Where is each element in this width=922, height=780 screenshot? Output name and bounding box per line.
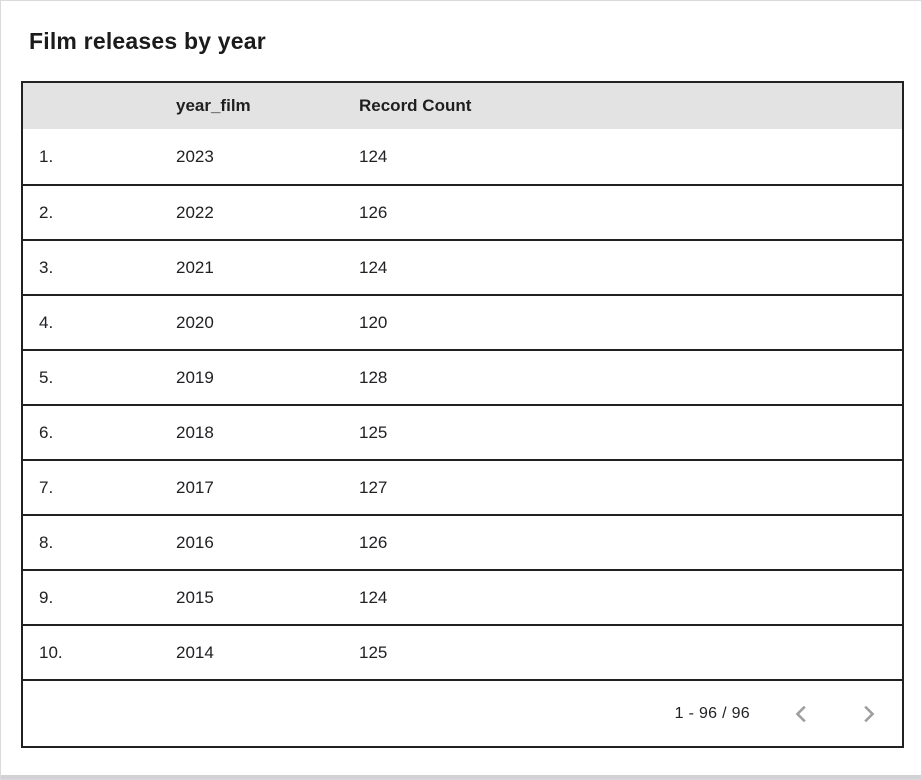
cell-row-number: 3.: [39, 257, 54, 277]
cell-year-film: 2020: [176, 312, 214, 332]
cell-row-number: 6.: [39, 422, 54, 442]
cell-row-number: 2.: [39, 202, 54, 222]
pagination-range-label: 1 - 96 / 96: [674, 704, 750, 722]
cell-record-count: 125: [359, 422, 388, 442]
table-row[interactable]: 8. 2016 126: [23, 514, 902, 569]
cell-record-count: 127: [359, 477, 388, 497]
cell-year-film: 2022: [176, 202, 214, 222]
header-cell-year-film[interactable]: year_film: [176, 96, 251, 115]
cell-record-count: 124: [359, 257, 388, 277]
pagination-bar: 1 - 96 / 96: [23, 679, 902, 746]
cell-record-count: 128: [359, 367, 388, 387]
cell-record-count: 124: [359, 146, 388, 166]
table-row[interactable]: 6. 2018 125: [23, 404, 902, 459]
cell-row-number: 10.: [39, 642, 63, 662]
cell-record-count: 124: [359, 587, 388, 607]
header-cell-record-count[interactable]: Record Count: [359, 96, 472, 115]
cell-year-film: 2017: [176, 477, 214, 497]
table-row[interactable]: 3. 2021 124: [23, 239, 902, 294]
cell-row-number: 9.: [39, 587, 54, 607]
cell-row-number: 5.: [39, 367, 54, 387]
cell-year-film: 2016: [176, 532, 214, 552]
cell-row-number: 7.: [39, 477, 54, 497]
cell-year-film: 2015: [176, 587, 214, 607]
chevron-left-icon: [795, 705, 806, 722]
pagination-prev-button[interactable]: [782, 694, 822, 734]
cell-record-count: 126: [359, 532, 388, 552]
cell-row-number: 8.: [39, 532, 54, 552]
cell-record-count: 125: [359, 642, 388, 662]
table-chart: year_film Record Count 1. 2023 124 2. 20…: [21, 81, 904, 748]
chevron-right-icon: [864, 705, 875, 722]
cell-year-film: 2019: [176, 367, 214, 387]
table-row[interactable]: 9. 2015 124: [23, 569, 902, 624]
cell-record-count: 126: [359, 202, 388, 222]
cell-row-number: 4.: [39, 312, 54, 332]
chart-title: Film releases by year: [29, 28, 266, 54]
table-row[interactable]: 1. 2023 124: [23, 129, 902, 184]
table-row[interactable]: 7. 2017 127: [23, 459, 902, 514]
cell-row-number: 1.: [39, 146, 54, 166]
table-row[interactable]: 10. 2014 125: [23, 624, 902, 679]
cell-year-film: 2018: [176, 422, 214, 442]
table-header-row: year_film Record Count: [23, 83, 902, 129]
pagination-next-button[interactable]: [848, 694, 888, 734]
cell-year-film: 2021: [176, 257, 214, 277]
cell-record-count: 120: [359, 312, 388, 332]
table-row[interactable]: 2. 2022 126: [23, 184, 902, 239]
cell-year-film: 2014: [176, 642, 214, 662]
table-row[interactable]: 4. 2020 120: [23, 294, 902, 349]
table-row[interactable]: 5. 2019 128: [23, 349, 902, 404]
card-bottom-edge: [1, 775, 921, 779]
table-body: 1. 2023 124 2. 2022 126 3. 2021 124 4. 2…: [23, 129, 902, 679]
cell-year-film: 2023: [176, 146, 214, 166]
